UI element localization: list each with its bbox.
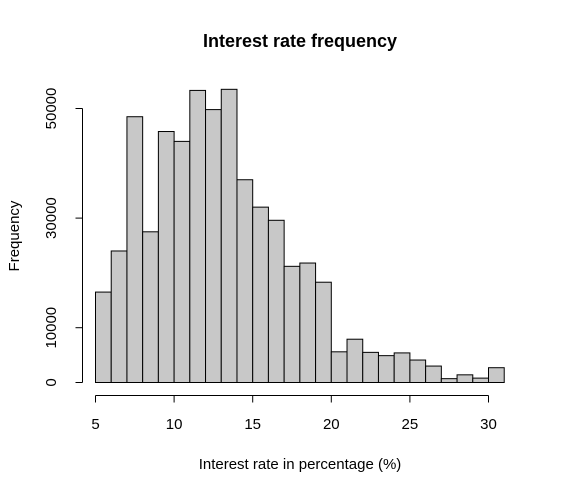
histogram-bar <box>283 265 301 384</box>
x-tick-label: 20 <box>323 416 340 433</box>
histogram-bar <box>267 219 285 383</box>
histogram-bar <box>456 374 474 384</box>
y-axis: 0 10000 30000 50000 <box>43 88 83 387</box>
x-tick-label: 5 <box>91 416 99 433</box>
y-tick-label: 50000 <box>43 88 60 130</box>
histogram-bar <box>110 250 128 383</box>
histogram-bar <box>299 262 317 384</box>
histogram-bar <box>409 359 427 384</box>
histogram-bar <box>362 351 379 383</box>
histogram-bar <box>488 367 505 384</box>
y-axis-label: Frequency <box>6 200 23 271</box>
histogram-bar <box>220 88 238 383</box>
histogram-bar <box>95 291 112 383</box>
histogram-bar <box>377 355 395 384</box>
histogram-bar <box>126 116 144 383</box>
y-tick-label: 10000 <box>43 307 60 349</box>
y-tick-label: 0 <box>43 378 60 386</box>
x-tick-label: 10 <box>166 416 183 433</box>
histogram-bar <box>330 351 348 384</box>
x-tick-label: 15 <box>244 416 261 433</box>
histogram-bar <box>315 281 332 383</box>
histogram-bar <box>346 338 364 384</box>
histogram-bar <box>393 352 411 383</box>
histogram-bar <box>189 89 207 384</box>
bars-group <box>95 88 505 384</box>
x-tick-label: 30 <box>480 416 497 433</box>
chart-title: Interest rate frequency <box>203 31 397 51</box>
histogram-bar <box>252 206 269 383</box>
histogram-bar <box>142 231 159 383</box>
histogram-bar <box>440 378 458 384</box>
histogram-bar <box>472 377 489 383</box>
x-axis-label: Interest rate in percentage (%) <box>199 456 402 473</box>
histogram-bar <box>173 140 191 383</box>
histogram-bar <box>236 179 254 383</box>
histogram-bar <box>157 131 175 383</box>
x-tick-label: 25 <box>402 416 419 433</box>
x-axis: 5 10 15 20 25 30 <box>91 395 497 433</box>
histogram-bar <box>425 365 442 383</box>
y-tick-label: 30000 <box>43 197 60 239</box>
histogram-bar <box>205 109 222 383</box>
